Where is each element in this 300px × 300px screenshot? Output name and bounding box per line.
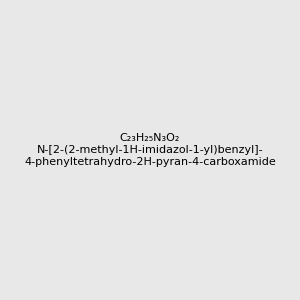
Text: C₂₃H₂₅N₃O₂
N-[2-(2-methyl-1H-imidazol-1-yl)benzyl]-
4-phenyltetrahydro-2H-pyran-: C₂₃H₂₅N₃O₂ N-[2-(2-methyl-1H-imidazol-1-… (24, 134, 276, 166)
